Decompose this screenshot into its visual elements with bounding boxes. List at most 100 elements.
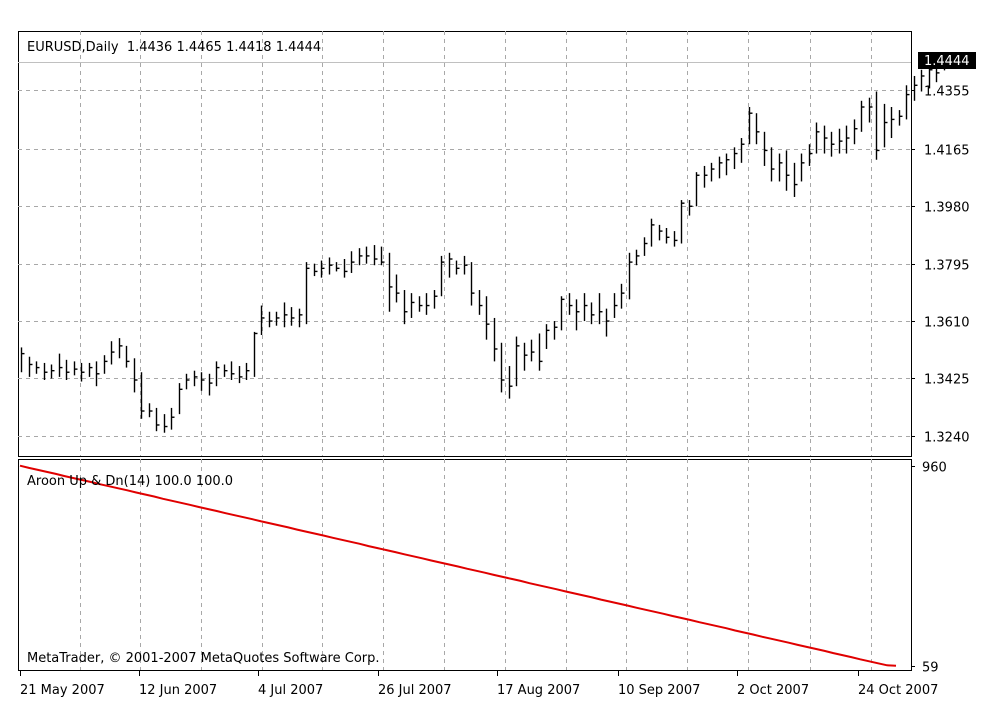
ohlc-bar [43,362,48,380]
price-axis-label: 1.3610 [924,316,970,331]
price-axis-label: 1.3240 [924,431,970,446]
ohlc-bar [725,153,730,176]
ohlc-bar [868,97,873,123]
ohlc-bar [478,290,483,315]
ohlc-bar [358,248,363,266]
ohlc-bar [890,107,895,139]
ohlc-bar [545,324,550,349]
ohlc-bar [680,200,685,244]
ohlc-bar [755,113,760,145]
ohlc-bar [275,311,280,326]
ohlc-bar [875,91,880,160]
ohlc-bar [718,156,723,179]
time-axis-label: 21 May 2007 [20,683,105,698]
price-axis-label: 1.3425 [924,373,970,388]
time-axis-label: 4 Jul 2007 [258,683,323,698]
time-axis-label: 24 Oct 2007 [858,683,938,698]
ohlc-bar [170,407,175,430]
ohlc-bar [748,107,753,145]
ohlc-bar [740,138,745,163]
ohlc-bar [673,231,678,247]
ohlc-bar [35,361,40,374]
ohlc-bar [800,153,805,182]
ohlc-bar [58,353,63,377]
ohlc-bar [298,308,303,328]
ohlc-bar [508,366,513,399]
ohlc-bar [448,252,453,278]
ohlc-bar [635,249,640,266]
ohlc-bar [913,75,918,101]
ohlc-bar [860,100,865,132]
ohlc-bar [575,299,580,331]
current-price-tag: 1.4444 [924,54,970,69]
ohlc-bar [373,245,378,266]
ohlc-bar [785,150,790,191]
price-panel-frame [18,31,912,457]
ohlc-bar [95,361,100,387]
ohlc-bar [485,296,490,340]
ohlc-bar [388,252,393,312]
ohlc-bar [793,162,798,197]
price-axis-label: 1.4165 [924,144,970,159]
ohlc-bar [665,227,670,244]
ohlc-bar [140,372,145,419]
ohlc-bar [80,362,85,382]
indicator-axis-label: 960 [922,461,947,476]
price-axis-label: 1.3980 [924,201,970,216]
ohlc-bar [658,224,663,241]
ohlc-bar [20,347,25,373]
time-axis-label: 12 Jun 2007 [139,683,217,698]
ohlc-bar [155,407,160,432]
ohlc-bar [403,290,408,325]
ohlc-bar [238,366,243,384]
ohlc-bar [440,255,445,297]
ohlc-bar [830,131,835,157]
price-chart-title: EURUSD,Daily 1.4436 1.4465 1.4418 1.4444 [27,40,321,55]
time-axis-label: 17 Aug 2007 [497,683,580,698]
ohlc-bar [178,383,183,415]
ohlc-bar [935,66,940,83]
ohlc-bar [380,246,385,266]
aroon-line [19,464,897,667]
ohlc-bar [103,355,108,374]
ohlc-bar [73,361,78,376]
price-axis-label: 1.4355 [924,85,970,100]
ohlc-bar [590,302,595,325]
indicator-gridlines [80,459,872,670]
ohlc-bar [110,341,115,365]
indicator-panel-frame [18,459,912,671]
ohlc-bar [770,147,775,182]
ohlc-bar [335,262,340,272]
ohlc-bar [50,364,55,379]
ohlc-bar [845,125,850,154]
ohlc-bar [253,331,258,377]
ohlc-bar [245,362,250,380]
ohlc-bar [560,296,565,331]
ohlc-bar [523,342,528,371]
indicator-axis: 960 59 [911,461,947,676]
ohlc-bar [163,414,168,433]
ohlc-bar [223,364,228,377]
ohlc-bar [88,362,93,377]
ohlc-bar [313,263,318,277]
ohlc-bar [260,305,265,336]
ohlc-bar [710,162,715,182]
ohlc-bar [538,333,543,371]
ohlc-bar [230,361,235,380]
ohlc-bar [200,372,205,391]
ohlc-bar [688,200,693,216]
time-axis: 21 May 2007 12 Jun 2007 4 Jul 2007 26 Jul 2… [20,670,938,698]
ohlc-bar [433,290,438,309]
ohlc-bar [410,293,415,318]
ohlc-bar [920,69,925,92]
ohlc-bar [208,373,213,396]
ohlc-bar [568,293,573,315]
ohlc-bar [493,317,498,362]
ohlc-bar [455,260,460,275]
ohlc-bar [853,119,858,145]
ohlc-bar [763,131,768,166]
ohlc-bar [815,122,820,154]
ohlc-bar [838,128,843,154]
ohlc-bar [620,283,625,309]
